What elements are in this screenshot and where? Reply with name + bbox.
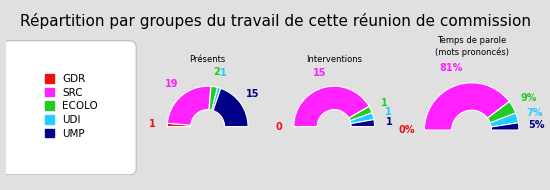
- Wedge shape: [350, 113, 374, 124]
- Text: 9%: 9%: [520, 93, 537, 103]
- Text: 1: 1: [386, 117, 393, 127]
- FancyBboxPatch shape: [2, 41, 136, 175]
- Text: 15: 15: [246, 89, 260, 99]
- Title: Interventions: Interventions: [306, 55, 362, 64]
- Text: 1: 1: [384, 107, 392, 117]
- Text: 81%: 81%: [439, 63, 463, 73]
- Text: 1: 1: [220, 68, 227, 78]
- Wedge shape: [351, 120, 375, 127]
- Wedge shape: [213, 88, 248, 127]
- Title: Temps de parole
(mots prononcés): Temps de parole (mots prononcés): [434, 36, 509, 57]
- Wedge shape: [167, 86, 211, 125]
- Wedge shape: [167, 123, 191, 127]
- Legend: GDR, SRC, ECOLO, UDI, UMP: GDR, SRC, ECOLO, UDI, UMP: [40, 69, 103, 144]
- Title: Présents: Présents: [190, 55, 225, 64]
- Wedge shape: [491, 123, 519, 130]
- Text: 0: 0: [275, 122, 282, 132]
- Text: 5%: 5%: [529, 120, 545, 130]
- Text: 15: 15: [313, 68, 327, 78]
- Wedge shape: [349, 106, 372, 121]
- Wedge shape: [294, 86, 369, 127]
- Wedge shape: [487, 101, 516, 123]
- Text: 19: 19: [165, 79, 178, 89]
- Text: 1: 1: [148, 119, 155, 129]
- Wedge shape: [212, 87, 221, 111]
- Wedge shape: [209, 86, 218, 110]
- Wedge shape: [425, 83, 509, 130]
- Text: 0%: 0%: [398, 125, 415, 135]
- Text: 1: 1: [381, 98, 388, 108]
- Text: 2: 2: [213, 67, 220, 77]
- Text: 7%: 7%: [526, 108, 543, 118]
- Wedge shape: [490, 113, 518, 127]
- Text: Répartition par groupes du travail de cette réunion de commission: Répartition par groupes du travail de ce…: [19, 13, 531, 29]
